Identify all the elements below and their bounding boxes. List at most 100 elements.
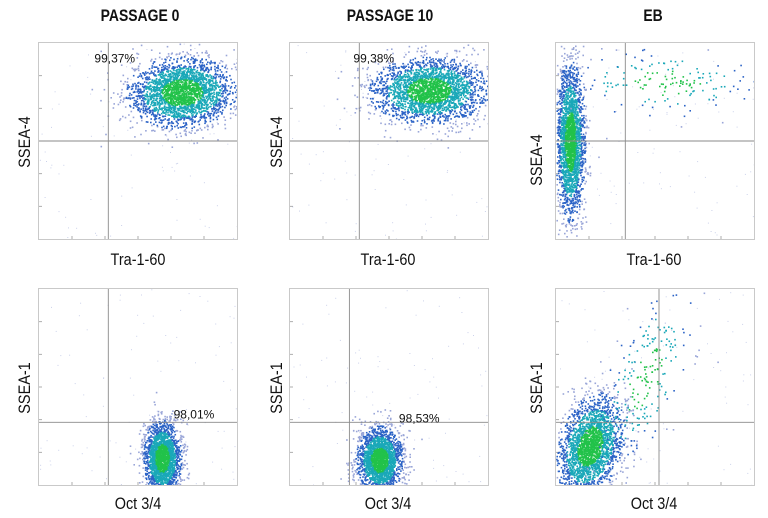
event-point bbox=[133, 104, 135, 107]
event-point bbox=[181, 86, 184, 88]
event-point bbox=[439, 67, 442, 69]
event-point bbox=[205, 103, 208, 106]
event-point bbox=[445, 100, 447, 103]
event-point bbox=[441, 94, 443, 96]
event-point bbox=[161, 112, 163, 115]
event-point bbox=[448, 101, 451, 103]
event-point bbox=[206, 107, 209, 110]
event-point bbox=[432, 78, 434, 80]
event-point bbox=[390, 99, 393, 102]
event-point bbox=[161, 98, 163, 100]
event-point bbox=[440, 92, 442, 94]
event-point bbox=[187, 53, 190, 55]
event-point bbox=[406, 96, 408, 99]
event-point bbox=[236, 106, 237, 108]
event-point bbox=[185, 79, 188, 82]
event-point bbox=[44, 197, 46, 198]
event-point bbox=[456, 80, 459, 83]
event-point bbox=[212, 125, 214, 128]
event-point bbox=[224, 92, 227, 94]
event-point bbox=[181, 97, 183, 100]
event-point bbox=[179, 77, 182, 80]
event-point bbox=[406, 89, 408, 91]
event-point bbox=[420, 128, 422, 131]
event-point bbox=[392, 115, 394, 118]
event-point bbox=[483, 118, 485, 121]
event-point bbox=[443, 116, 445, 118]
event-point bbox=[212, 104, 215, 106]
event-point bbox=[230, 85, 233, 88]
event-point bbox=[173, 92, 176, 94]
event-point bbox=[167, 114, 169, 116]
event-point bbox=[450, 88, 452, 91]
event-point bbox=[234, 114, 237, 116]
event-point bbox=[412, 105, 415, 107]
event-point bbox=[183, 102, 186, 104]
event-point bbox=[411, 77, 413, 79]
event-point bbox=[385, 66, 387, 69]
event-point bbox=[184, 108, 186, 110]
event-point bbox=[169, 102, 172, 104]
event-point bbox=[168, 64, 171, 67]
event-point bbox=[174, 83, 176, 86]
event-point bbox=[167, 123, 170, 125]
event-point bbox=[432, 102, 434, 105]
event-point bbox=[167, 102, 170, 104]
event-point bbox=[430, 120, 433, 122]
event-point bbox=[450, 71, 452, 74]
event-point bbox=[423, 106, 426, 108]
event-point bbox=[170, 124, 173, 127]
event-point bbox=[142, 99, 144, 102]
event-point bbox=[179, 67, 181, 69]
event-point bbox=[183, 73, 186, 76]
event-point bbox=[181, 109, 184, 112]
event-point bbox=[155, 99, 158, 102]
event-point bbox=[177, 118, 179, 121]
event-point bbox=[186, 101, 188, 103]
event-point bbox=[159, 74, 161, 76]
event-point bbox=[154, 90, 157, 92]
event-point bbox=[433, 62, 435, 64]
event-point bbox=[203, 100, 205, 102]
event-point bbox=[185, 68, 187, 70]
event-point bbox=[202, 137, 204, 139]
event-point bbox=[422, 124, 424, 127]
event-point bbox=[441, 80, 443, 83]
event-point bbox=[438, 72, 441, 75]
event-point bbox=[425, 77, 427, 80]
event-point bbox=[139, 91, 142, 93]
event-point bbox=[177, 108, 180, 110]
event-point bbox=[470, 82, 473, 84]
event-point bbox=[189, 79, 191, 81]
event-point bbox=[403, 88, 406, 91]
event-point bbox=[482, 77, 485, 80]
event-point bbox=[160, 119, 163, 122]
event-point bbox=[175, 88, 178, 90]
event-point bbox=[449, 61, 452, 64]
event-point bbox=[214, 86, 216, 88]
event-point bbox=[176, 121, 178, 124]
event-point bbox=[370, 79, 372, 81]
event-point bbox=[486, 68, 488, 70]
event-point bbox=[449, 68, 452, 71]
event-point bbox=[455, 50, 458, 53]
event-point bbox=[444, 103, 446, 105]
event-point bbox=[180, 79, 182, 82]
event-point bbox=[180, 89, 182, 92]
event-point bbox=[450, 64, 452, 66]
event-point bbox=[457, 84, 460, 87]
event-point bbox=[472, 104, 475, 107]
event-point bbox=[203, 78, 206, 81]
event-point bbox=[162, 119, 165, 121]
event-point bbox=[233, 81, 236, 84]
event-point bbox=[437, 84, 439, 86]
event-point bbox=[164, 61, 167, 63]
event-point bbox=[159, 94, 162, 97]
event-point bbox=[50, 167, 52, 169]
event-point bbox=[211, 126, 214, 129]
event-point bbox=[198, 95, 201, 97]
event-point bbox=[421, 104, 424, 106]
event-point bbox=[386, 49, 389, 51]
event-point bbox=[450, 59, 453, 62]
event-point bbox=[149, 78, 151, 80]
